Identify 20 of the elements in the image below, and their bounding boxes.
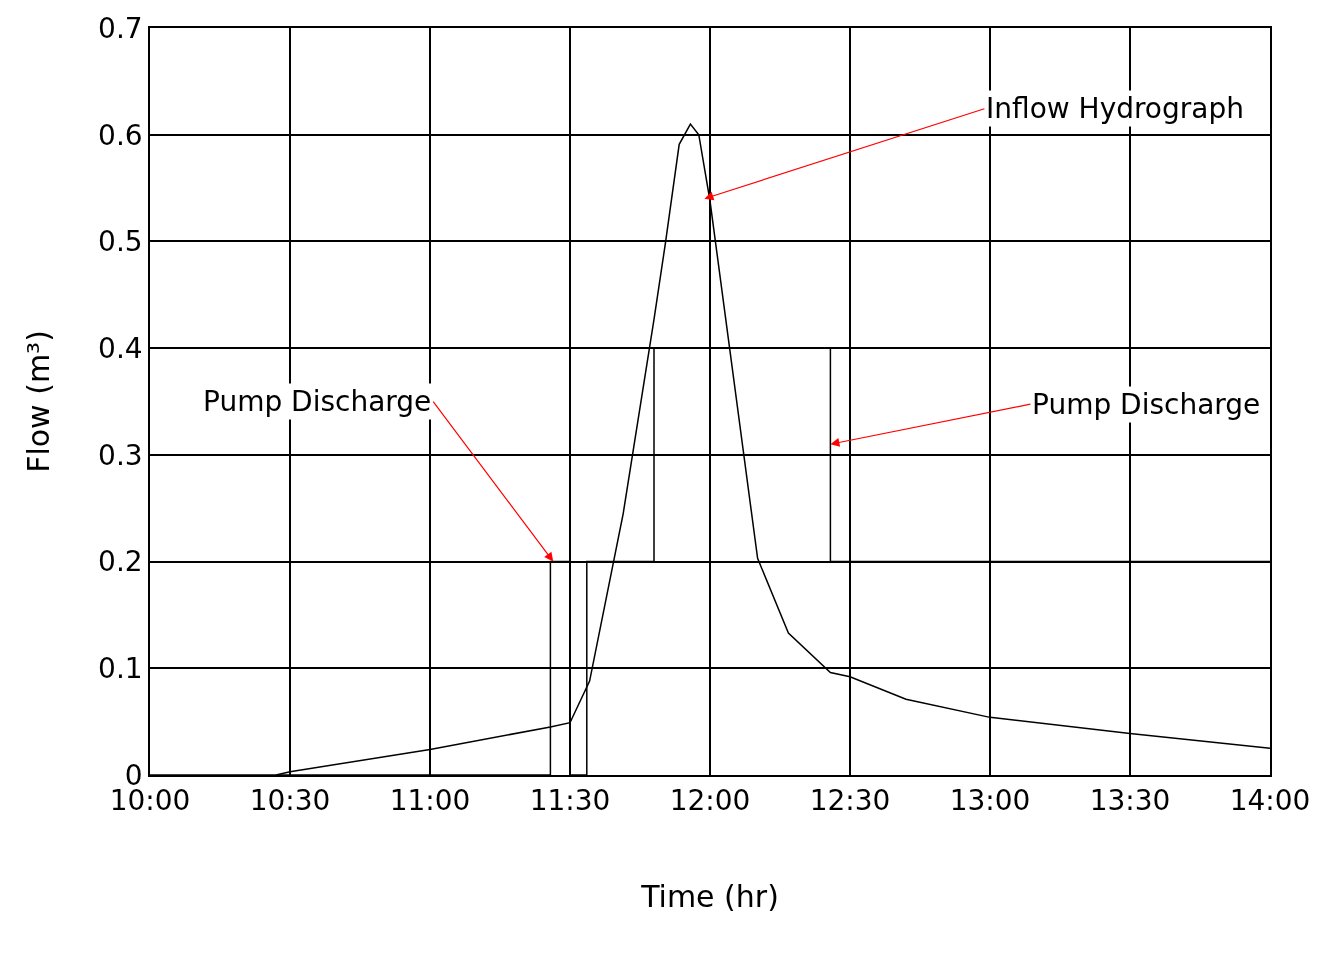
x-tick-label: 10:30	[249, 784, 331, 818]
x-tick-label: 13:30	[1089, 784, 1171, 818]
x-axis-title: Time (hr)	[640, 879, 779, 915]
y-tick-label: 0.6	[98, 118, 143, 152]
y-tick-label: 0.3	[98, 438, 143, 472]
y-axis-title: Flow (m³)	[20, 330, 56, 473]
x-tick-label: 13:00	[949, 784, 1031, 818]
y-tick-label: 0.1	[98, 652, 143, 686]
y-tick-label: 0.2	[98, 545, 143, 579]
y-tick-label: 0.7	[98, 11, 143, 45]
annotation: Pump Discharge	[203, 385, 432, 418]
annotation: Inflow Hydrograph	[986, 92, 1244, 125]
y-tick-label: 0.5	[98, 225, 143, 259]
x-tick-label: 12:00	[669, 784, 751, 818]
y-tick-label: 0.4	[98, 331, 143, 365]
annotation: Pump Discharge	[1032, 388, 1261, 421]
x-tick-label: 11:30	[529, 784, 611, 818]
x-tick-label: 12:30	[809, 784, 891, 818]
x-tick-label: 11:00	[389, 784, 471, 818]
x-tick-label: 14:00	[1229, 784, 1311, 818]
